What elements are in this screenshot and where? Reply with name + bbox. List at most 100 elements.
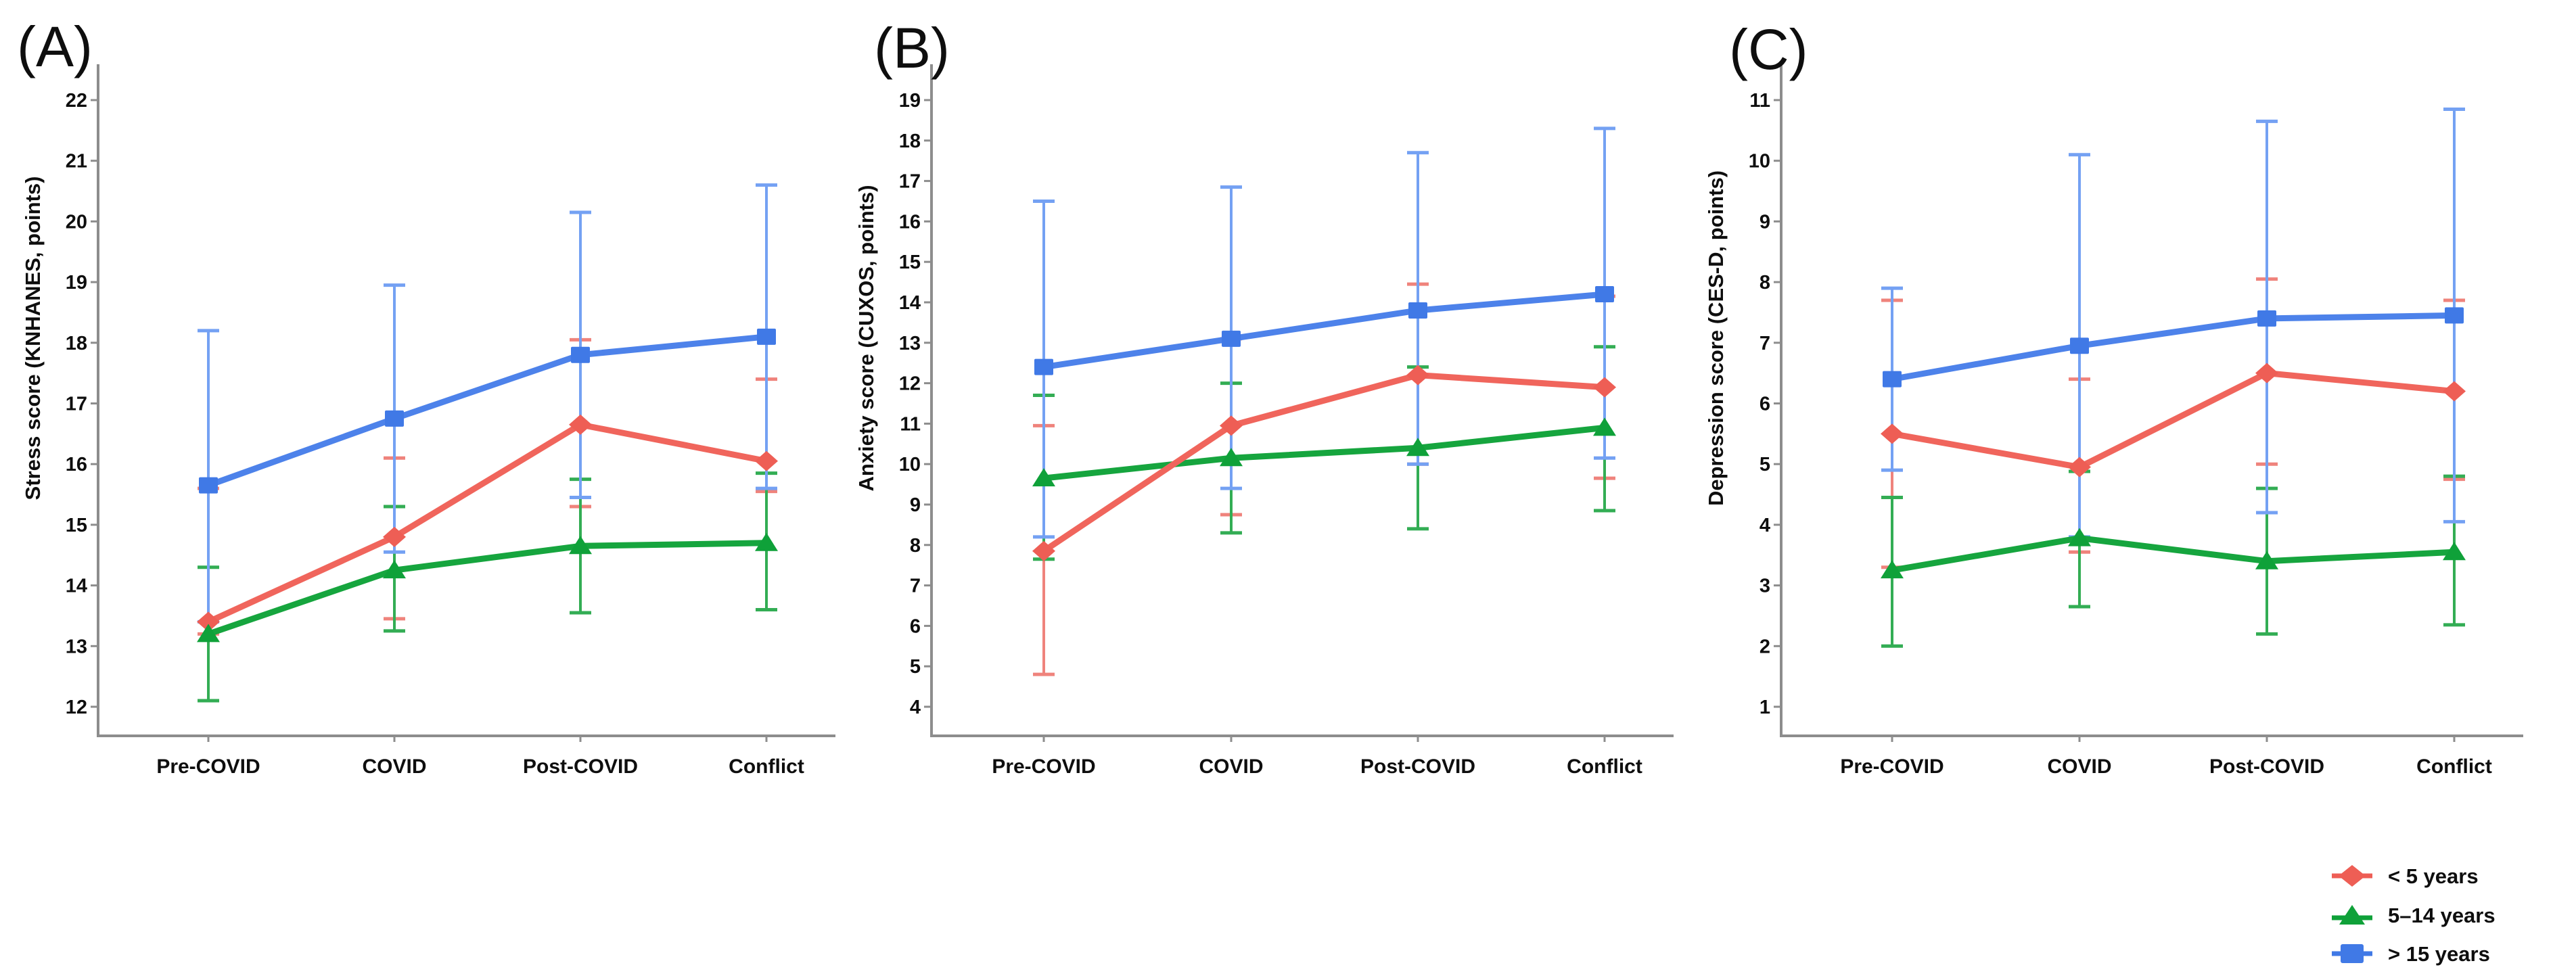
y-axis-title-depression: Depression score (CES-D, points) [1704, 170, 1728, 506]
legend-label-lt5: < 5 years [2388, 864, 2479, 888]
marker-diamond [569, 414, 592, 435]
marker-triangle [1881, 560, 1904, 579]
y-tick-label: 12 [66, 697, 87, 718]
axis-lines [1780, 64, 2523, 737]
legend-label-gt15: > 15 years [2388, 942, 2490, 966]
legend-marker-square-icon [2341, 944, 2364, 963]
y-axis-title-stress: Stress score (KNHANES, points) [21, 177, 45, 500]
y-tick-label: 17 [66, 394, 87, 415]
x-tick-label: Post-COVID [2209, 755, 2324, 778]
y-tick-label: 4 [910, 697, 921, 718]
y-tick-label: 8 [910, 535, 921, 557]
marker-diamond [197, 611, 220, 632]
series-markers-square [1034, 286, 1614, 375]
y-tick-label: 18 [66, 333, 87, 354]
marker-diamond [2443, 381, 2466, 402]
marker-diamond [1881, 423, 1904, 444]
marker-diamond [2255, 363, 2278, 383]
x-tick-label: Pre-COVID [1840, 755, 1944, 778]
marker-square [1034, 358, 1053, 375]
marker-square [385, 410, 404, 427]
series-line-diamond [1889, 370, 2458, 471]
y-tick-label: 18 [899, 131, 921, 152]
y-tick-label: 4 [1760, 515, 1770, 536]
axis-lines [930, 64, 1674, 737]
y-tick-label: 21 [66, 151, 87, 172]
y-tick-label: 7 [1760, 333, 1770, 354]
y-tick-label: 1 [1760, 697, 1770, 718]
y-tick-label: 10 [899, 454, 921, 475]
marker-triangle [197, 624, 220, 643]
marker-triangle [1406, 438, 1429, 457]
marker-square [2070, 337, 2089, 354]
series-markers-triangle [1881, 528, 2466, 579]
panel-label-c: (C) [1729, 18, 1808, 81]
marker-square [1222, 330, 1241, 347]
error-bars-square [1033, 126, 1615, 539]
series-markers-square [1883, 307, 2464, 388]
error-bars-diamond [1033, 282, 1615, 676]
marker-triangle [1220, 448, 1243, 467]
marker-square [2445, 307, 2464, 324]
marker-diamond [1220, 415, 1243, 436]
y-tick-label: 14 [66, 576, 87, 597]
y-tick-label: 20 [66, 211, 87, 233]
series-markers-diamond [1881, 363, 2466, 477]
series-line-square [205, 333, 770, 489]
axis-lines [97, 64, 835, 737]
legend: < 5 years 5–14 years > 15 years [2332, 864, 2496, 966]
error-bars-square [1881, 107, 2465, 539]
panel-label-b: (B) [874, 16, 950, 80]
y-tick-label: 19 [66, 272, 87, 294]
series-line-diamond [205, 421, 770, 625]
y-tick-label: 7 [910, 576, 921, 597]
y-tick-label: 22 [66, 90, 87, 112]
panel-a: 12 13 14 15 16 17 18 19 20 21 22 Pre-COVID COVID Post… [66, 64, 835, 778]
y-tick-label: 14 [899, 292, 921, 314]
y-tick-label: 16 [66, 454, 87, 475]
legend-marker-diamond-icon [2339, 865, 2366, 887]
y-tick-label: 13 [899, 333, 921, 354]
y-tick-label: 19 [899, 90, 921, 112]
marker-diamond [383, 526, 406, 547]
marker-square [1408, 302, 1427, 319]
series-line-triangle [205, 540, 770, 637]
y-tick-label: 2 [1760, 636, 1770, 657]
marker-triangle [1032, 468, 1055, 487]
y-tick-label: 10 [1749, 151, 1770, 172]
x-tick-label: COVID [362, 755, 426, 778]
y-tick-label: 12 [899, 373, 921, 395]
y-tick-label: 5 [1760, 454, 1770, 475]
y-tick-label: 3 [1760, 576, 1770, 597]
panel-b: 4 5 6 7 8 9 10 11 12 13 14 15 16 17 18 19 Pre-COVID COVID… [899, 64, 1674, 778]
x-tick-label: COVID [2047, 755, 2111, 778]
marker-square [199, 477, 218, 494]
y-tick-label: 9 [1760, 211, 1770, 233]
x-tick-label: COVID [1199, 755, 1263, 778]
series-line-square [1040, 291, 1608, 371]
panel-label-a: (A) [17, 15, 93, 78]
series-markers-triangle [197, 532, 778, 643]
series-markers-triangle [1032, 417, 1616, 487]
marker-triangle [1593, 417, 1616, 436]
y-tick-label: 11 [900, 413, 921, 435]
x-tick-label: Post-COVID [523, 755, 638, 778]
marker-square [571, 346, 590, 363]
y-tick-label: 17 [899, 171, 921, 193]
marker-diamond [1593, 377, 1616, 398]
y-tick-label: 15 [66, 515, 87, 536]
panel-c: 1 2 3 4 5 6 7 8 9 10 11 Pre-COVID COVID Post-COVID Con… [1749, 64, 2523, 778]
series-line-triangle [1040, 424, 1608, 482]
y-tick-label: 13 [66, 636, 87, 657]
marker-diamond [755, 450, 778, 471]
y-tick-label: 16 [899, 211, 921, 233]
y-tick-label: 6 [1760, 394, 1770, 415]
marker-triangle [2255, 551, 2278, 569]
legend-label-5to14: 5–14 years [2388, 904, 2496, 927]
marker-square [757, 328, 776, 345]
series-line-square [1889, 312, 2458, 383]
marker-triangle [2443, 542, 2466, 561]
y-tick-label: 15 [899, 252, 921, 273]
y-axis-title-anxiety: Anxiety score (CUXOS, points) [854, 185, 878, 491]
